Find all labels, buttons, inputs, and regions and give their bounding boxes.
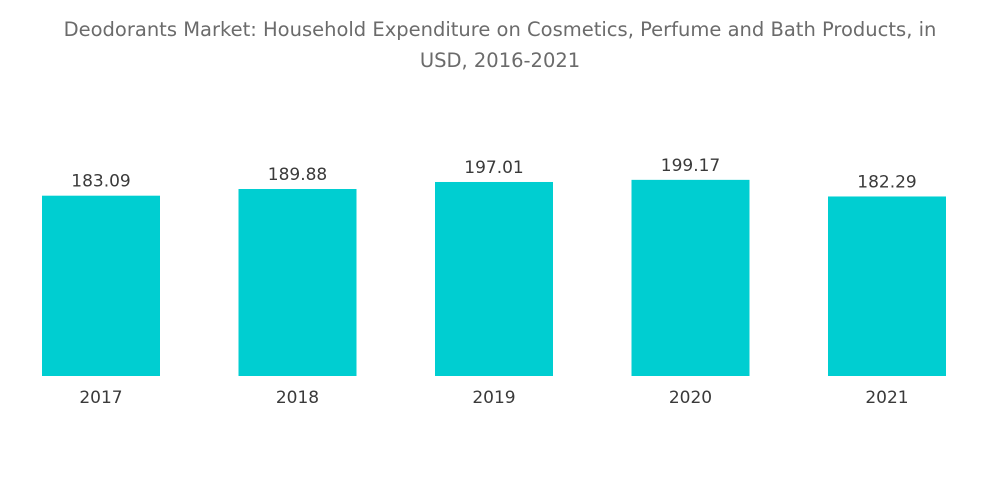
bar-2018 — [238, 189, 357, 376]
bar-2017 — [42, 195, 160, 376]
data-label-2019: 197.01 — [464, 158, 523, 178]
data-label-2017: 183.09 — [71, 172, 130, 192]
data-label-2020: 199.17 — [661, 156, 720, 176]
bar-2020 — [631, 179, 750, 376]
x-tick-label-2020: 2020 — [669, 388, 712, 408]
bar-2021 — [828, 196, 946, 376]
bar-2019 — [435, 181, 553, 376]
data-label-2018: 189.88 — [268, 165, 327, 185]
data-label-2021: 182.29 — [857, 172, 916, 192]
x-tick-label-2017: 2017 — [79, 388, 122, 408]
x-tick-label-2021: 2021 — [865, 388, 908, 408]
chart-title: Deodorants Market: Household Expenditure… — [0, 14, 1000, 76]
chart-title-line-2: USD, 2016-2021 — [419, 49, 581, 72]
chart-title-line-1: Deodorants Market: Household Expenditure… — [63, 18, 937, 41]
x-tick-label-2018: 2018 — [276, 388, 319, 408]
x-tick-label-2019: 2019 — [472, 388, 515, 408]
